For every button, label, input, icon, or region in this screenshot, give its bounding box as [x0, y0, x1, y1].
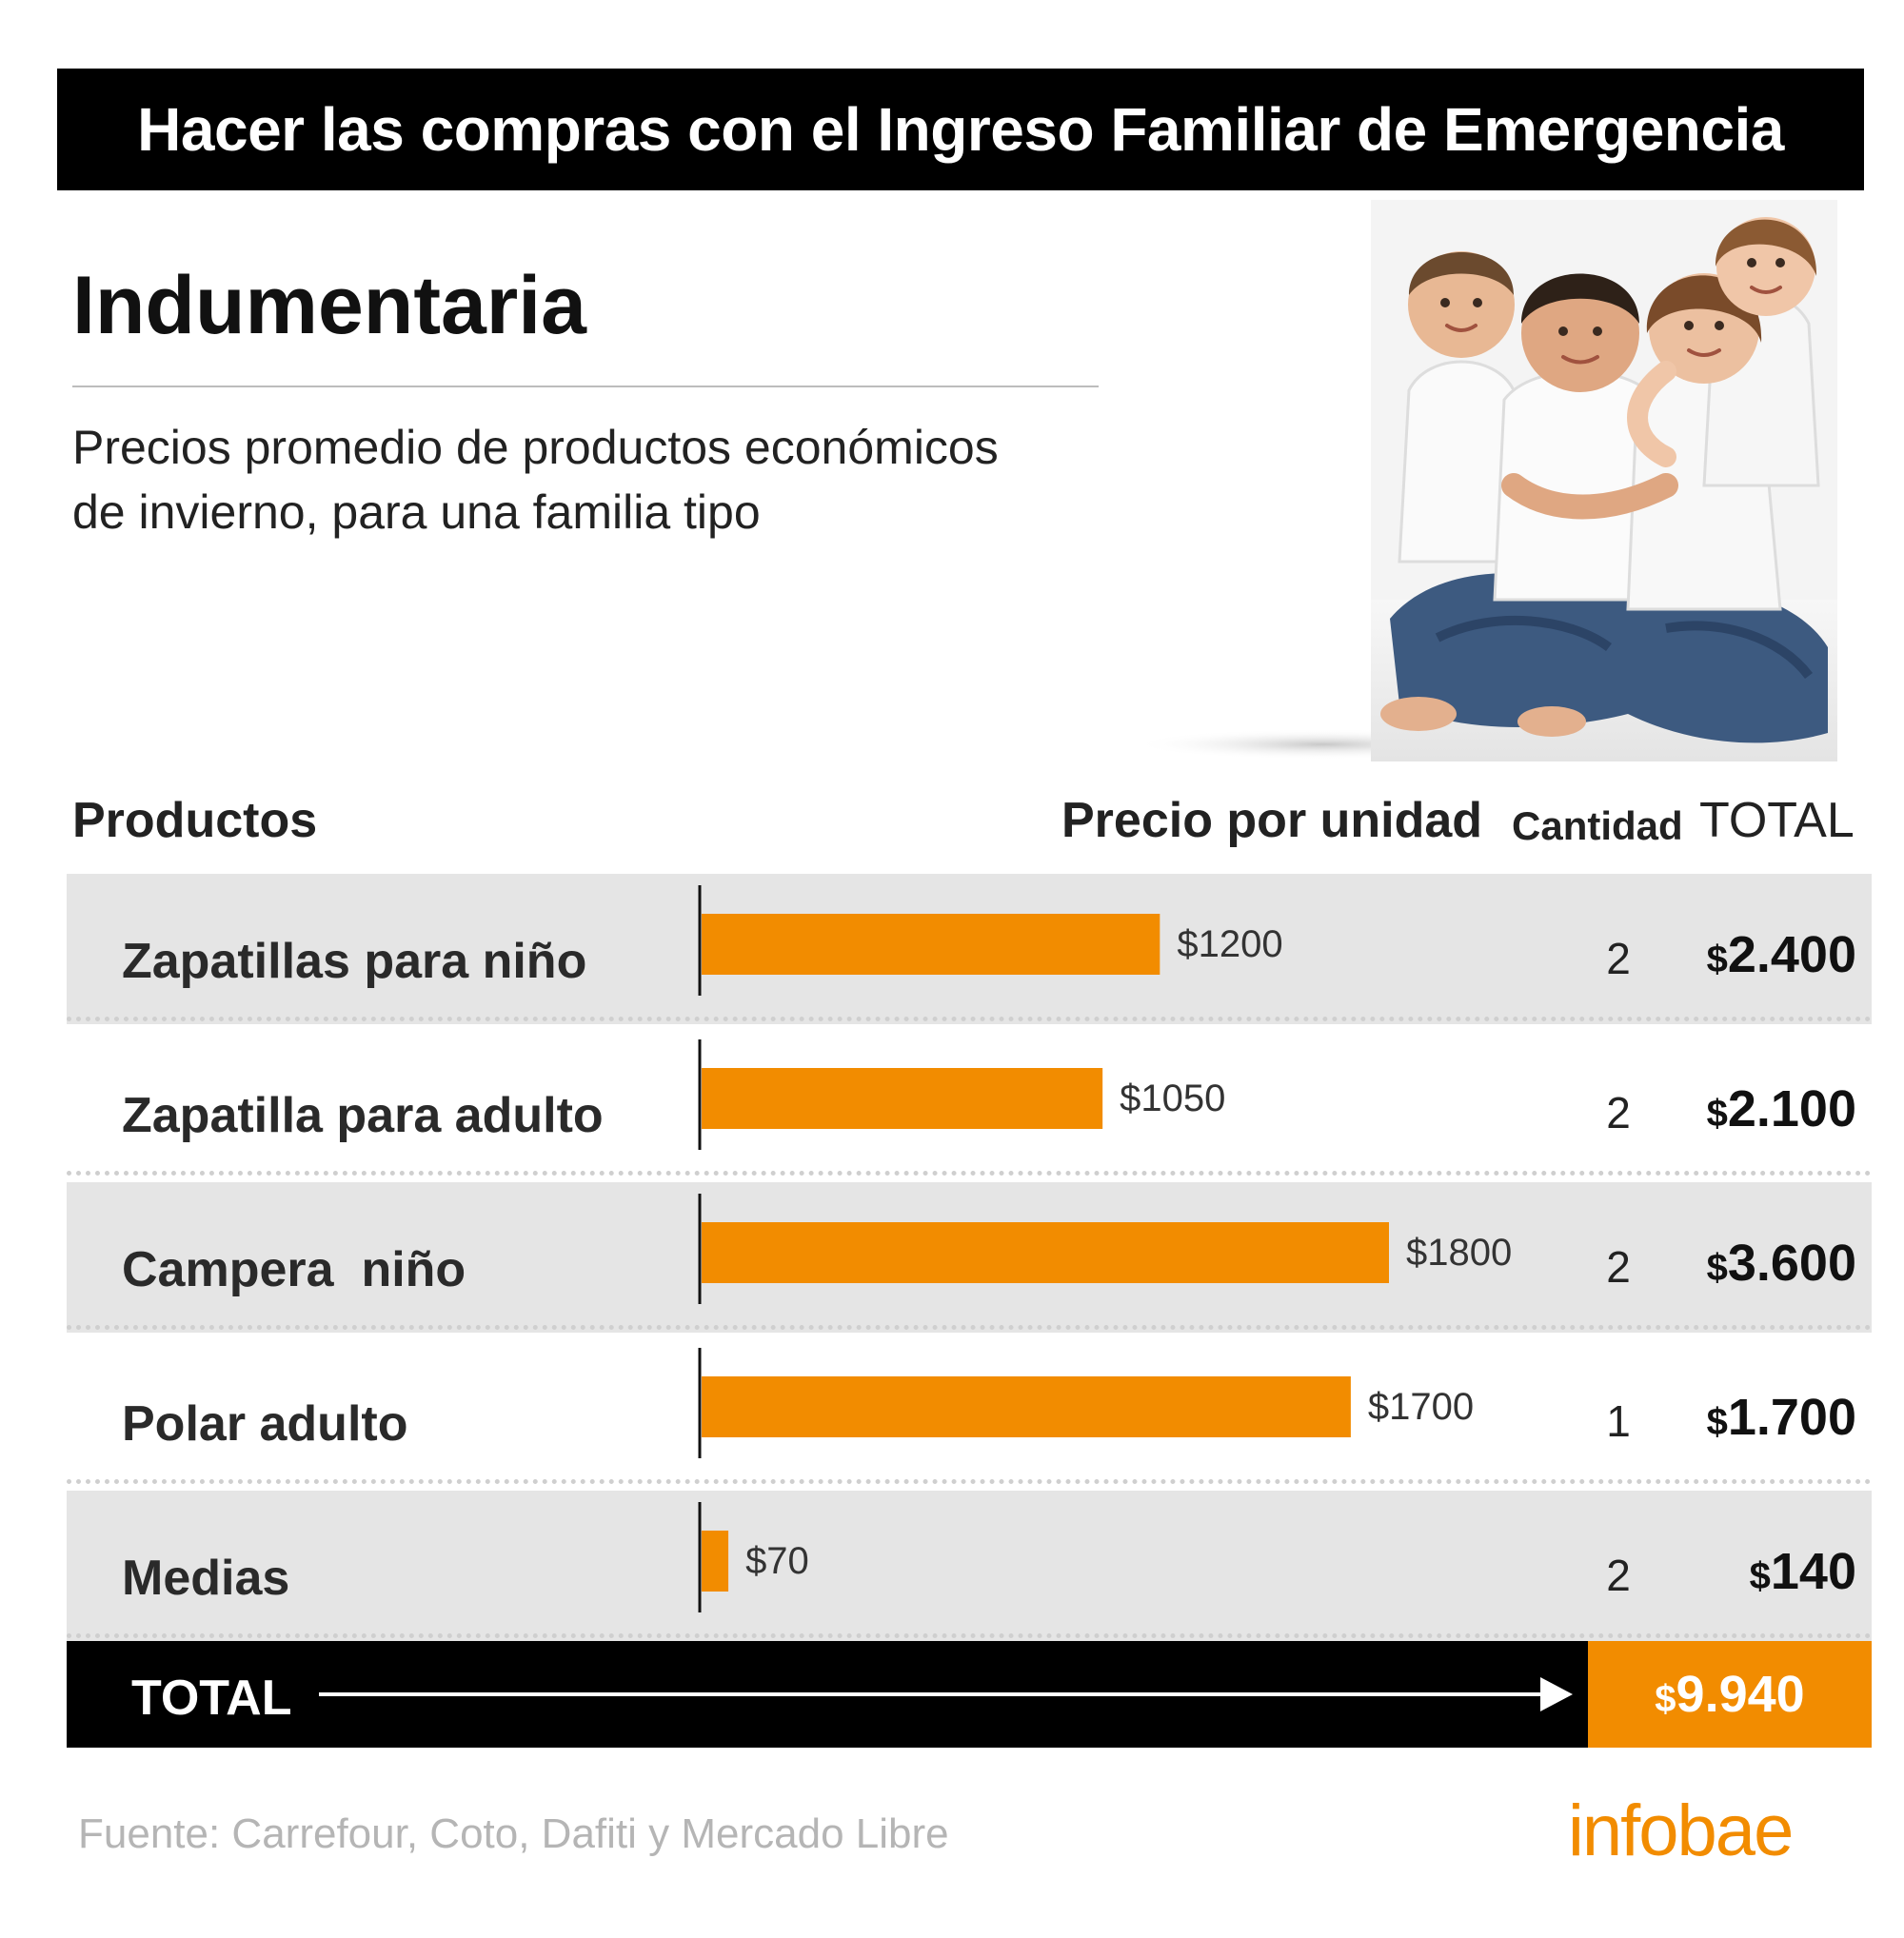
- column-header-products: Productos: [72, 793, 318, 848]
- price-label: $70: [745, 1540, 809, 1582]
- quantity-value: 2: [1606, 1551, 1631, 1600]
- price-label: $1050: [1120, 1078, 1225, 1119]
- arrow-right-icon: [319, 1677, 1573, 1711]
- quantity-value: 1: [1606, 1396, 1631, 1446]
- source-note: Fuente: Carrefour, Coto, Dafiti y Mercad…: [78, 1810, 949, 1857]
- row-separator: [67, 1479, 1872, 1484]
- price-label: $1700: [1368, 1386, 1474, 1428]
- row-total-value: 2.100: [1727, 1080, 1856, 1137]
- quantity-value: 2: [1606, 1242, 1631, 1292]
- row-total: $2.100: [1707, 1079, 1856, 1138]
- currency-symbol: $: [1706, 1093, 1728, 1135]
- currency-symbol: $: [1655, 1678, 1676, 1720]
- currency-symbol: $: [1706, 1401, 1728, 1443]
- grand-total-bar: TOTAL: [67, 1641, 1588, 1748]
- row-total-value: 2.400: [1727, 926, 1856, 983]
- row-separator: [67, 1017, 1872, 1021]
- product-label: Polar adulto: [122, 1396, 408, 1452]
- price-bar: [702, 1222, 1389, 1283]
- section-title: Indumentaria: [72, 260, 586, 351]
- price-label: $1200: [1177, 923, 1282, 965]
- subtitle: Precios promedio de productos económicos…: [72, 415, 1167, 544]
- price-label: $1800: [1406, 1232, 1512, 1274]
- row-total-value: 140: [1770, 1543, 1856, 1600]
- column-header-quantity: Cantidad: [1512, 803, 1683, 848]
- column-header-total: TOTAL: [1699, 793, 1854, 848]
- table-row: Medias 2 $140: [67, 1491, 1872, 1641]
- header-title: Hacer las compras con el Ingreso Familia…: [137, 95, 1784, 164]
- product-label: Campera niño: [122, 1242, 466, 1297]
- product-label: Zapatillas para niño: [122, 934, 587, 989]
- currency-symbol: $: [1706, 1247, 1728, 1289]
- row-total: $1.700: [1707, 1388, 1856, 1447]
- quantity-value: 2: [1606, 934, 1631, 983]
- row-separator: [67, 1633, 1872, 1638]
- price-bar: [702, 914, 1160, 975]
- price-bar: [702, 1068, 1103, 1129]
- currency-symbol: $: [1749, 1555, 1771, 1597]
- product-label: Zapatilla para adulto: [122, 1088, 604, 1143]
- table-row: Zapatilla para adulto 2 $2.100: [67, 1028, 1872, 1178]
- price-bar: [702, 1376, 1351, 1437]
- grand-total-amount: 9.940: [1676, 1666, 1805, 1723]
- currency-symbol: $: [1706, 939, 1728, 980]
- grand-total-value-box: $9.940: [1588, 1641, 1872, 1748]
- row-total-value: 3.600: [1727, 1235, 1856, 1292]
- infobae-logo: infobae: [1568, 1790, 1794, 1871]
- row-total-value: 1.700: [1727, 1389, 1856, 1446]
- row-total: $3.600: [1707, 1234, 1856, 1293]
- product-label: Medias: [122, 1551, 290, 1606]
- table-row: Polar adulto 1 $1.700: [67, 1336, 1872, 1487]
- row-separator: [67, 1325, 1872, 1330]
- row-separator: [67, 1171, 1872, 1176]
- price-bar: [702, 1531, 729, 1592]
- quantity-value: 2: [1606, 1088, 1631, 1137]
- title-divider: [72, 386, 1099, 387]
- subtitle-line-1: Precios promedio de productos económicos: [72, 421, 999, 474]
- grand-total-label: TOTAL: [131, 1671, 292, 1726]
- row-total: $140: [1750, 1542, 1856, 1601]
- family-photo: [1133, 200, 1837, 761]
- column-header-price: Precio por unidad: [1061, 793, 1483, 848]
- row-total: $2.400: [1707, 925, 1856, 984]
- grand-total-value: $9.940: [1655, 1665, 1804, 1724]
- header-bar: Hacer las compras con el Ingreso Familia…: [57, 69, 1864, 190]
- subtitle-line-2: de invierno, para una familia tipo: [72, 485, 761, 539]
